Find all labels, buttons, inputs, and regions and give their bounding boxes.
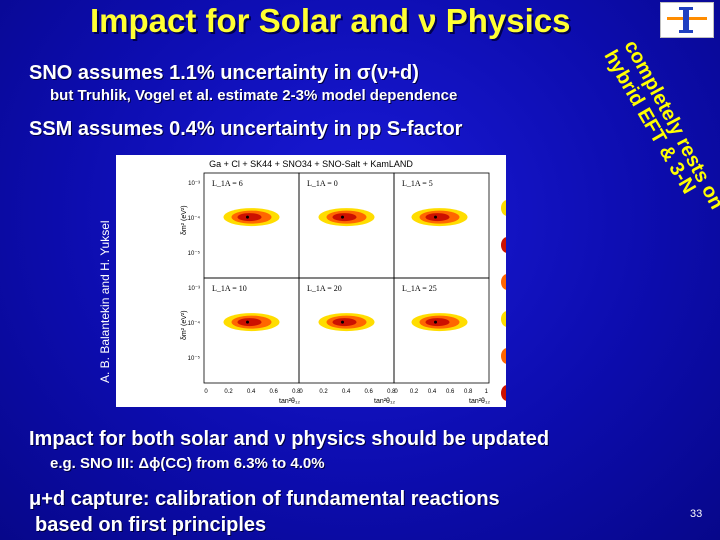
- best-fit-point: [341, 215, 344, 219]
- panel-label: L_1A = 6: [212, 179, 243, 188]
- legend-swatch: [501, 237, 513, 253]
- xtick-label: 0: [204, 389, 208, 395]
- panel-frame: [393, 277, 490, 384]
- xtick-label: 0.4: [342, 389, 351, 395]
- contour-90: [237, 213, 262, 222]
- contour-90: [332, 213, 357, 222]
- x-axis-label: tan²θ₁₂: [279, 398, 300, 405]
- best-fit-point: [341, 320, 344, 324]
- legend-swatch: [501, 200, 513, 216]
- ytick-label: 10⁻⁴: [188, 215, 201, 222]
- contour-90: [332, 318, 357, 327]
- ytick-label: 10⁻⁵: [188, 355, 201, 362]
- x-axis-label: tan²θ₁₂: [374, 398, 395, 405]
- xtick-label: 0.4: [428, 389, 437, 395]
- panel-label: L_1A = 20: [307, 284, 342, 293]
- best-fit-point: [246, 215, 249, 219]
- best-fit-point: [434, 215, 437, 219]
- best-fit-point: [434, 320, 437, 324]
- institution-logo: [660, 2, 714, 38]
- sno-subbullet: but Truhlik, Vogel et al. estimate 2-3% …: [50, 87, 458, 104]
- xtick-label: 0.4: [247, 389, 256, 395]
- xtick-label: 0.8: [387, 389, 396, 395]
- figure-header: Ga + Cl + SK44 + SNO34 + SNO-Salt + KamL…: [209, 159, 413, 169]
- legend-swatch: [501, 385, 513, 401]
- mu-capture-bullet-continued: based on first principles: [35, 514, 267, 536]
- xtick-label: 0.6: [270, 389, 279, 395]
- mu-capture-bullet: μ+d capture: calibration of fundamental …: [29, 488, 500, 510]
- legend-swatch: [501, 311, 513, 327]
- ytick-label: 10⁻⁵: [188, 250, 201, 257]
- xtick-label: 0.2: [410, 389, 419, 395]
- sno-bullet: SNO assumes 1.1% uncertainty in σ(ν+d): [29, 62, 419, 84]
- contour-90: [425, 318, 450, 327]
- logo-graphic: [667, 7, 707, 33]
- ytick-label: 10⁻³: [188, 286, 200, 292]
- contour-90: [425, 213, 450, 222]
- best-fit-point: [246, 320, 249, 324]
- xtick-label: 0: [299, 389, 303, 395]
- xtick-label: 1: [485, 389, 489, 395]
- xtick-label: 0.8: [464, 389, 473, 395]
- legend-swatch: [501, 274, 513, 290]
- x-axis-label: tan²θ₁₂: [469, 398, 490, 405]
- author-credit: A. B. Balantekin and H. Yuksel: [98, 220, 112, 383]
- annotation-line-a: completely rests on: [620, 37, 720, 213]
- ytick-label: 10⁻³: [188, 181, 200, 187]
- ytick-label: 10⁻⁴: [188, 320, 201, 327]
- contour-figure-graphic: Ga + Cl + SK44 + SNO34 + SNO-Salt + KamL…: [181, 159, 513, 405]
- impact-subbullet: e.g. SNO III: Δϕ(CC) from 6.3% to 4.0%: [50, 455, 325, 472]
- panel-label: L_1A = 10: [212, 284, 247, 293]
- ssm-bullet: SSM assumes 0.4% uncertainty in pp S-fac…: [29, 118, 463, 140]
- panel-label: L_1A = 25: [402, 284, 437, 293]
- y-axis-label: δm² (eV²): [181, 205, 188, 235]
- panel-label: L_1A = 0: [307, 179, 338, 188]
- contour-90: [237, 318, 262, 327]
- curved-annotation: completely rests on hybrid EFT & 3-N: [599, 37, 720, 213]
- impact-bullet: Impact for both solar and ν physics shou…: [29, 428, 550, 450]
- xtick-label: 0.2: [224, 389, 233, 395]
- xtick-label: 0.2: [319, 389, 328, 395]
- xtick-label: 0.8: [292, 389, 301, 395]
- y-axis-label: δm² (eV²): [181, 310, 188, 340]
- slide-title: Impact for Solar and ν Physics: [90, 2, 571, 39]
- contour-figure: Ga + Cl + SK44 + SNO34 + SNO-Salt + KamL…: [116, 155, 513, 407]
- xtick-label: 0.6: [446, 389, 455, 395]
- legend-swatch: [501, 348, 513, 364]
- panel-label: L_1A = 5: [402, 179, 433, 188]
- xtick-label: 0.6: [365, 389, 374, 395]
- xtick-label: 0: [394, 389, 398, 395]
- page-number: 33: [690, 508, 703, 520]
